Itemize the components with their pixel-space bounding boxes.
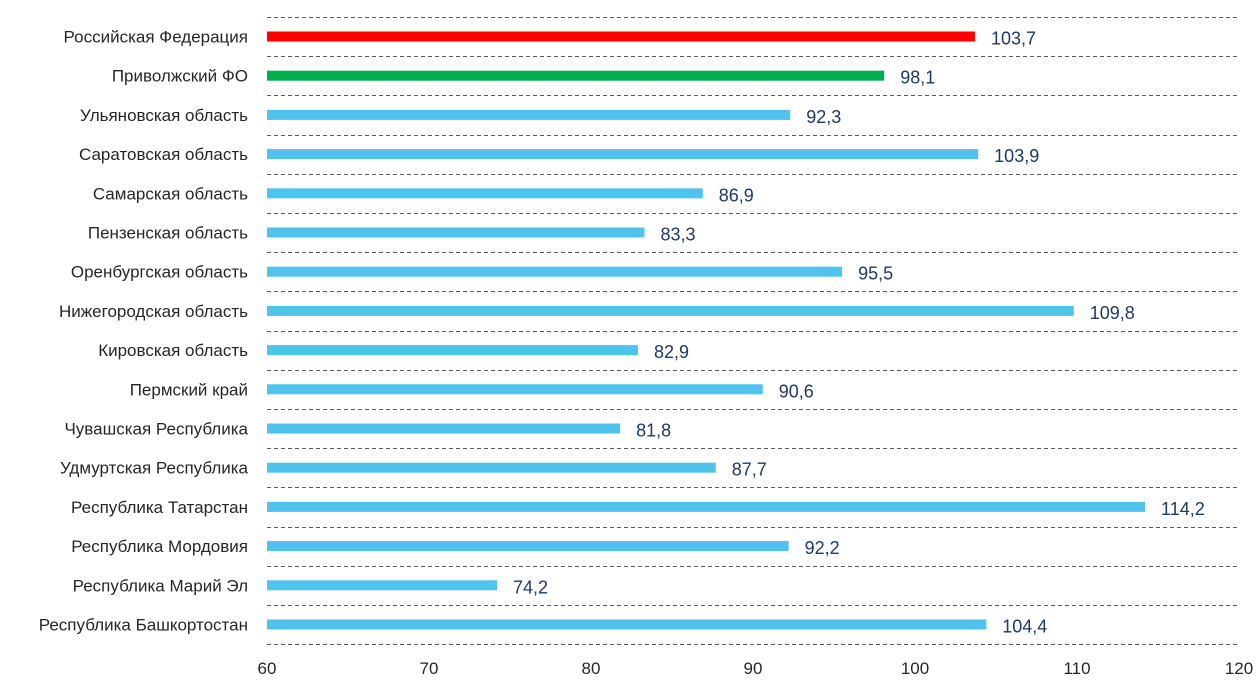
bar (267, 149, 979, 160)
bar (267, 580, 498, 591)
data-label: 87,7 (732, 460, 767, 480)
data-label: 74,2 (513, 577, 548, 597)
bar (267, 619, 987, 630)
category-label: Пензенская область (88, 224, 248, 243)
data-label: 103,9 (994, 146, 1039, 166)
bar (267, 501, 1146, 512)
category-label: Республика Мордовия (71, 537, 248, 556)
bar (267, 345, 638, 356)
bars (267, 31, 1146, 630)
data-label: 92,3 (806, 107, 841, 127)
category-label: Нижегородская область (59, 302, 248, 321)
bar (267, 31, 975, 42)
data-label: 104,4 (1002, 617, 1047, 637)
x-axis-ticks: 60 70 80 90 100 110 120 (258, 659, 1254, 678)
bar (267, 541, 789, 552)
category-label: Самарская область (93, 184, 248, 203)
x-tick-label: 80 (582, 659, 601, 678)
category-label: Кировская область (98, 341, 248, 360)
data-label: 86,9 (719, 185, 754, 205)
data-label: 90,6 (779, 381, 814, 401)
bar (267, 109, 791, 120)
category-label: Российская Федерация (64, 28, 248, 47)
bar (267, 266, 843, 277)
x-tick-label: 90 (744, 659, 763, 678)
category-label: Ульяновская область (80, 106, 248, 125)
data-label: 82,9 (654, 342, 689, 362)
category-label: Чувашская Республика (64, 420, 248, 439)
data-label: 114,2 (1161, 499, 1205, 519)
category-label: Приволжский ФО (112, 67, 248, 86)
x-tick-label: 100 (901, 659, 929, 678)
x-tick-label: 70 (420, 659, 439, 678)
x-tick-label: 110 (1063, 659, 1090, 678)
data-label: 109,8 (1090, 303, 1135, 323)
bar (267, 70, 885, 81)
x-tick-label: 60 (258, 659, 277, 678)
bar (267, 305, 1074, 316)
bar (267, 462, 716, 473)
value-labels: 103,7 98,1 92,3 103,9 86,9 83,3 95,5 109,8 82,9 9… (513, 29, 1205, 637)
category-label: Оренбургская область (71, 263, 248, 282)
category-label: Удмуртская Республика (60, 459, 249, 478)
data-label: 95,5 (858, 264, 893, 284)
data-label: 83,3 (660, 225, 695, 245)
bar (267, 384, 763, 395)
data-label: 103,7 (991, 29, 1036, 49)
bar (267, 188, 703, 199)
grid-lines (267, 17, 1239, 645)
category-label: Республика Марий Эл (73, 576, 248, 595)
category-label: Республика Башкортостан (39, 616, 248, 635)
x-tick-label: 120 (1225, 659, 1253, 678)
data-label: 98,1 (900, 68, 935, 88)
bar (267, 227, 645, 238)
data-label: 92,2 (805, 538, 840, 558)
data-label: 81,8 (636, 421, 671, 441)
category-label: Республика Татарстан (71, 498, 248, 517)
category-label: Саратовская область (79, 145, 248, 164)
bar (267, 423, 621, 434)
category-label: Пермский край (130, 380, 248, 399)
category-labels: Российская Федерация Приволжский ФО Ульяно… (39, 28, 249, 635)
